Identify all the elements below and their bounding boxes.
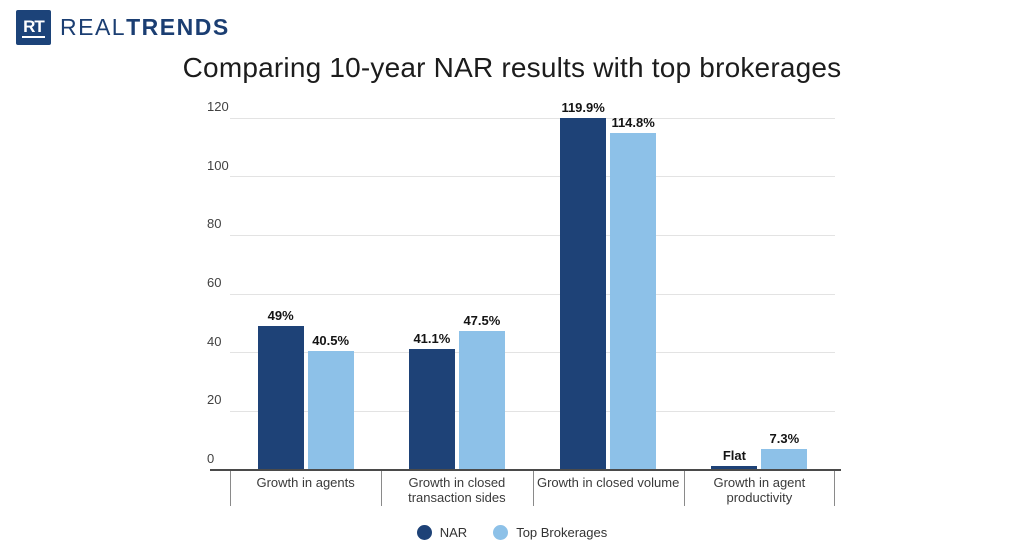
gridline	[230, 234, 835, 236]
x-axis-line	[210, 469, 841, 471]
category-separator	[532, 471, 534, 506]
y-axis-tick-label: 0	[207, 451, 215, 466]
bar-value-label: 49%	[267, 308, 294, 324]
legend-item-nar: NAR	[416, 525, 468, 540]
bar-value-label: 119.9%	[561, 100, 605, 116]
bar-value-label: Flat	[722, 447, 746, 463]
category-separator	[683, 471, 685, 506]
rt-logo-text: RT	[22, 16, 45, 38]
bar-top-brokerages	[761, 448, 808, 470]
gridline	[230, 352, 835, 354]
category-separator	[381, 471, 383, 506]
y-axis-tick-label: 40	[207, 333, 222, 349]
y-axis-tick-label: 20	[207, 392, 222, 408]
bar-top-brokerages	[458, 330, 505, 470]
legend-label: NAR	[439, 525, 468, 540]
bar-nar	[711, 465, 758, 470]
legend-swatch-icon	[493, 525, 509, 540]
x-axis-category-label: Growth in agents	[256, 475, 355, 490]
brand-name: REALTRENDS	[60, 16, 230, 39]
gridline	[230, 176, 835, 178]
bar-top-brokerages	[307, 351, 354, 470]
gridline	[230, 117, 835, 119]
bar-nar	[408, 349, 455, 470]
y-axis-tick-label: 60	[207, 275, 222, 290]
brand-name-real: REAL	[60, 14, 127, 40]
chart-legend: NAR Top Brokerages	[0, 525, 1024, 540]
legend-label: Top Brokerages	[516, 525, 608, 540]
bar-nar	[257, 326, 304, 470]
y-axis-tick-label: 120	[207, 99, 229, 114]
y-axis-tick-label: 80	[207, 216, 222, 232]
legend-swatch-icon	[416, 525, 432, 540]
x-axis-category-label: Growth in closed transaction sides	[408, 475, 506, 505]
realtrends-logo: RT REALTRENDS	[16, 10, 230, 45]
bar-nar	[560, 118, 607, 470]
gridline	[230, 293, 835, 295]
x-axis-category-label: Growth in agent productivity	[713, 475, 806, 505]
bar-value-label: 114.8%	[611, 115, 655, 131]
bar-value-label: 47.5%	[463, 312, 501, 328]
bar-top-brokerages	[610, 133, 657, 470]
legend-item-top-brokerages: Top Brokerages	[493, 525, 607, 540]
bar-value-label: 40.5%	[312, 333, 350, 349]
rt-logo-icon: RT	[16, 10, 51, 45]
category-separator	[834, 471, 835, 506]
bar-value-label: 7.3%	[769, 430, 800, 446]
bar-value-label: 41.1%	[413, 331, 451, 347]
chart-title: Comparing 10-year NAR results with top b…	[182, 52, 842, 83]
x-axis-category-label: Growth in closed volume	[536, 475, 680, 490]
brand-name-trends: TRENDS	[126, 14, 230, 40]
category-separator	[230, 471, 231, 506]
y-axis-tick-label: 100	[207, 157, 229, 173]
gridline	[230, 410, 835, 412]
